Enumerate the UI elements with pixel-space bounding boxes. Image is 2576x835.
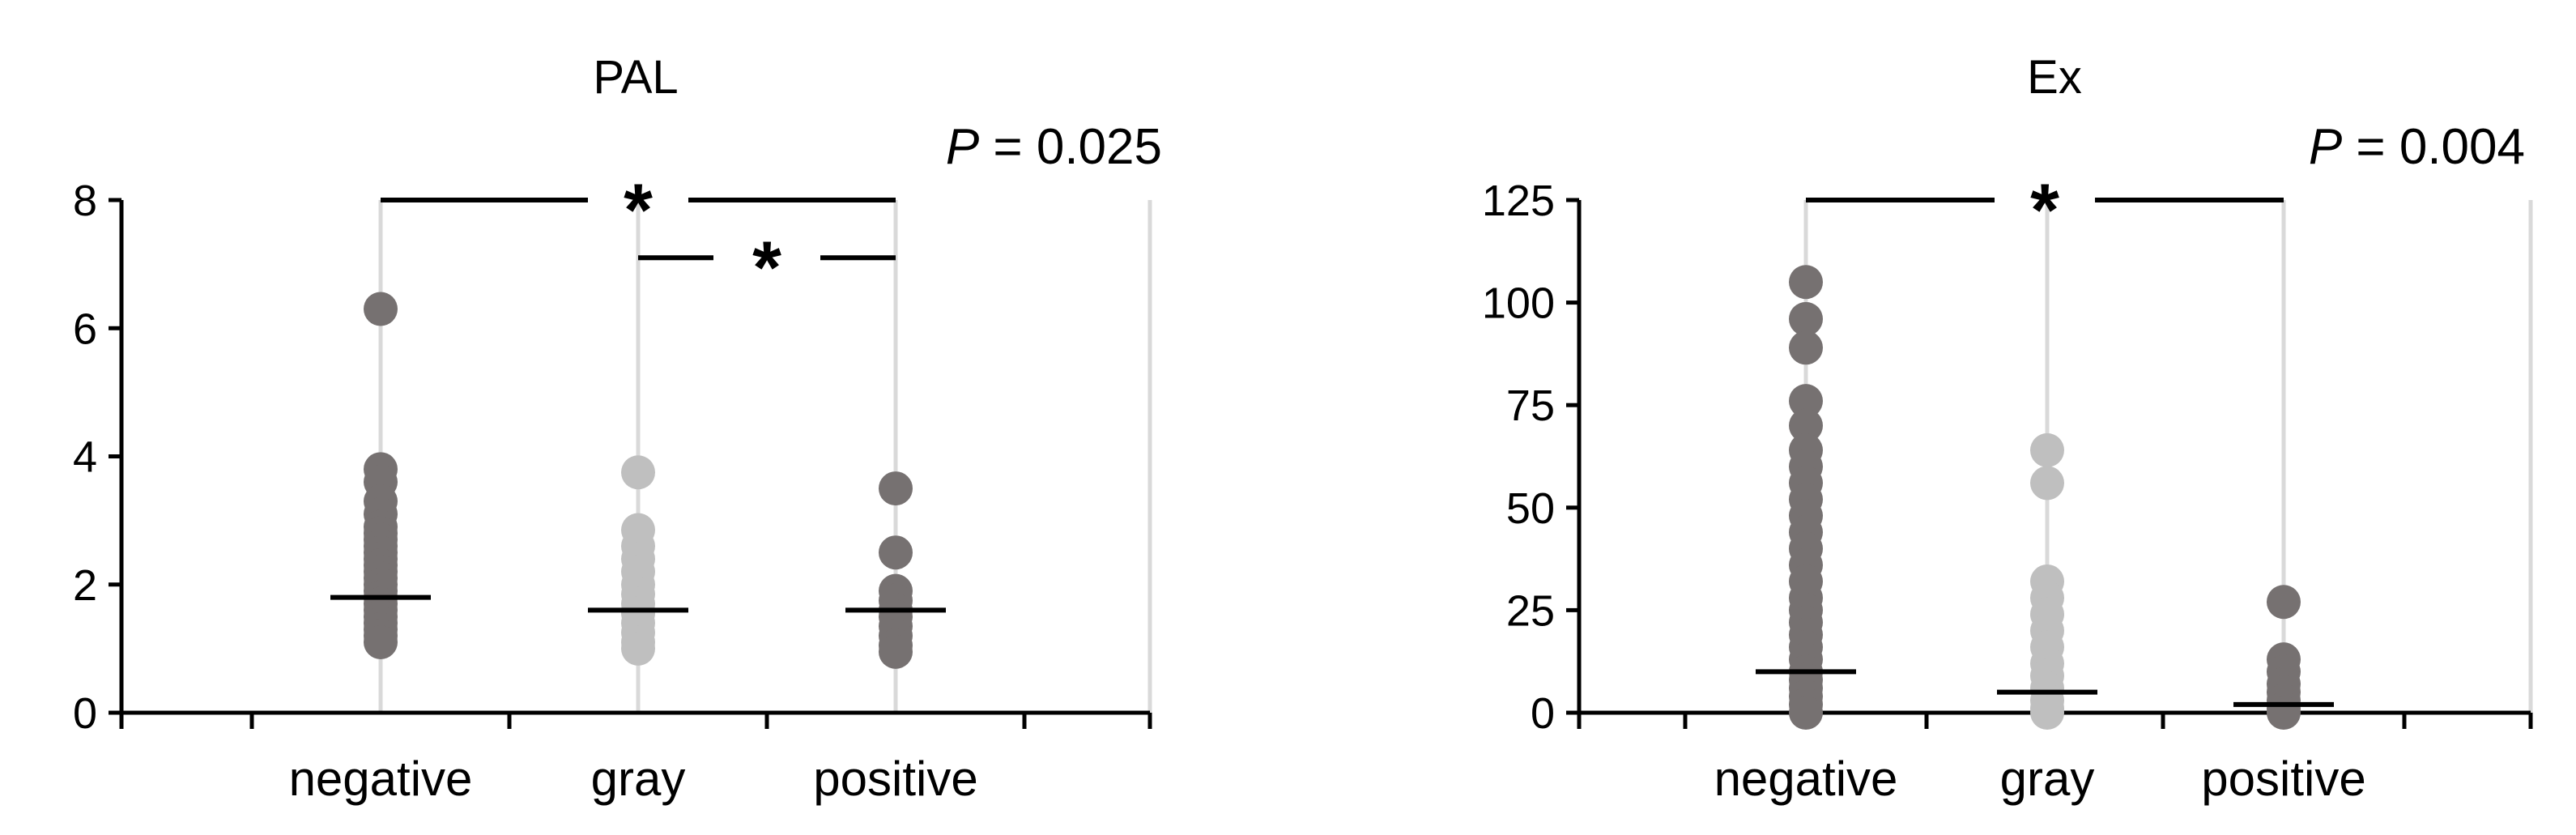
data-point-gray xyxy=(621,631,655,666)
significance-star: * xyxy=(2030,169,2059,252)
data-point-positive xyxy=(879,535,913,570)
data-point-positive xyxy=(879,471,913,506)
y-tick-label: 125 xyxy=(1482,177,1555,225)
significance-star: * xyxy=(752,227,781,309)
data-point-positive xyxy=(2267,585,2301,620)
p-value-text: = 0.025 xyxy=(979,119,1162,175)
x-tick-label-negative: negative xyxy=(1714,752,1898,806)
y-tick-label: 25 xyxy=(1506,586,1555,635)
chart-panel-1: PAL P = 0.025 0 2 4 6 8 negative gray positive * * xyxy=(73,51,1162,806)
p-value-label: P = 0.004 xyxy=(2309,119,2525,175)
x-tick-label-gray: gray xyxy=(2000,752,2095,806)
data-point-negative xyxy=(1789,265,1823,300)
y-tick-label: 100 xyxy=(1482,279,1555,328)
chart-title: PAL xyxy=(593,51,678,104)
data-point-positive xyxy=(879,634,913,669)
y-tick-label: 4 xyxy=(73,433,97,482)
data-point-negative xyxy=(364,292,398,326)
y-tick-label: 6 xyxy=(73,305,97,353)
x-tick-label-negative: negative xyxy=(289,752,473,806)
significance-star: * xyxy=(624,169,653,252)
data-point-gray xyxy=(2030,466,2064,501)
y-tick-label: 2 xyxy=(73,561,97,610)
p-value-text: = 0.004 xyxy=(2342,119,2525,175)
x-tick-label-gray: gray xyxy=(591,752,686,806)
y-tick-label: 50 xyxy=(1506,484,1555,533)
x-tick-label-positive: positive xyxy=(2201,752,2365,806)
p-symbol: P xyxy=(946,119,979,175)
x-tick-label-positive: positive xyxy=(813,752,977,806)
data-point-negative xyxy=(1789,408,1823,443)
p-value-label: P = 0.025 xyxy=(946,119,1162,175)
chart-title: Ex xyxy=(2027,51,2082,104)
y-tick-label: 0 xyxy=(73,689,97,738)
y-tick-label: 0 xyxy=(1531,689,1555,738)
y-tick-label: 75 xyxy=(1506,381,1555,430)
data-point-negative xyxy=(364,624,398,659)
data-point-negative xyxy=(1789,696,1823,730)
y-tick-label: 8 xyxy=(73,177,97,225)
p-symbol: P xyxy=(2309,119,2342,175)
chart-panel-2: Ex P = 0.004 0 25 50 75 100 125 negative gray posi… xyxy=(1482,51,2533,806)
data-point-gray xyxy=(2030,696,2064,730)
data-point-negative xyxy=(1789,384,1823,419)
data-point-positive xyxy=(2267,696,2301,730)
data-point-negative xyxy=(1789,330,1823,365)
data-point-negative xyxy=(1789,301,1823,336)
data-point-gray xyxy=(2030,432,2064,467)
data-point-gray xyxy=(621,455,655,490)
